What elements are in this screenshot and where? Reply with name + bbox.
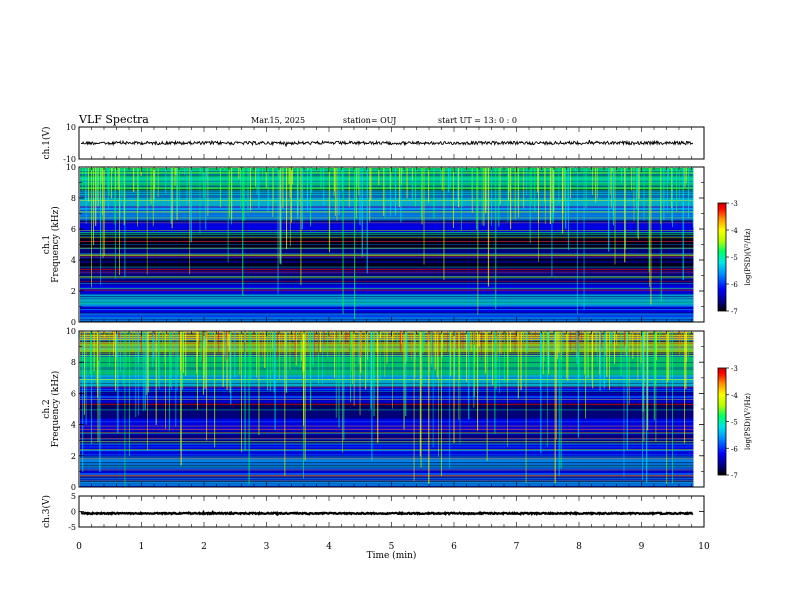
- ch2-spectrogram-cells: [79, 330, 694, 488]
- ch1-spectrogram-cells: [80, 167, 694, 323]
- ch2-spectrogram-ytick-label: 10: [66, 327, 76, 336]
- time-tick-label: 0: [76, 542, 82, 552]
- ch1-spectrogram-ytick-label: 10: [66, 163, 76, 172]
- time-tick-label: 2: [201, 542, 207, 552]
- ch3-waveform-trace: [80, 509, 694, 517]
- ch2-colorbar-tick-label: -4: [731, 392, 738, 400]
- start-time-label: start UT = 13: 0 : 0: [438, 116, 517, 125]
- ch1-colorbar-tick-label: -7: [731, 308, 738, 316]
- ch1-spectrogram-panel: 0 2 4 6 8 10 ch.1 Frequency (kHz): [42, 163, 705, 327]
- ch1-colorbar-tick-label: -4: [731, 227, 738, 235]
- time-tick-label: 1: [139, 542, 145, 552]
- ch1-spectrogram-band: [80, 314, 694, 322]
- ch1-spectrogram-band: [80, 294, 694, 307]
- ch1-waveform-trace: [80, 139, 694, 147]
- ch2-colorbar-bar: [717, 367, 727, 476]
- ch2-colorbar-label: log(PSD)(V²/Hz): [744, 393, 752, 450]
- ch3-waveform-ytick-label: -5: [68, 523, 76, 532]
- ch2-spectrogram-ytick-label: 4: [71, 421, 76, 430]
- ch1-spectrogram-band: [80, 221, 694, 233]
- ch1-spectrogram-band: [80, 232, 694, 248]
- ch2-spectrogram-ytick-label: 8: [71, 358, 76, 367]
- ch2-spectrogram-band: [80, 402, 694, 419]
- time-tick-label: 7: [514, 542, 520, 552]
- time-tick-label: 3: [264, 542, 270, 552]
- ch2-spectrogram-ytick-label: 6: [71, 389, 76, 398]
- ch2-colorbar-tick-label: -3: [731, 365, 738, 373]
- ch2-spectrogram-band: [80, 477, 694, 487]
- ch1-spectrogram-ylabel: ch.1: [42, 235, 52, 254]
- time-axis: 0 1 2 3 4 5 6 7 8 9 10 Time (min): [76, 542, 710, 561]
- time-tick-label: 8: [576, 542, 582, 552]
- time-tick-label: 10: [698, 542, 710, 552]
- ch1-colorbar-bar: [717, 202, 727, 312]
- ch3-waveform-panel: 5 0 -5 ch.3(V): [41, 492, 705, 532]
- ch1-colorbar-tick-label: -5: [731, 254, 738, 262]
- ch1-spectrogram-ylabel: Frequency (kHz): [50, 206, 61, 283]
- time-tick-label: 9: [639, 542, 645, 552]
- ch2-colorbar-tick-label: -5: [731, 419, 738, 427]
- ch1-spectrogram-ytick-label: 4: [71, 256, 76, 265]
- ch1-spectrogram-band: [80, 247, 694, 259]
- ch2-spectrogram-band: [80, 355, 694, 375]
- ch1-spectrogram-ytick-label: 0: [71, 318, 76, 327]
- time-tick-label: 6: [451, 542, 457, 552]
- ch1-spectrogram-ytick-label: 8: [71, 194, 76, 203]
- ch1-spectrogram-band: [80, 258, 694, 268]
- ch1-waveform-ytick-label: -10: [63, 155, 76, 164]
- time-tick-label: 4: [326, 542, 332, 552]
- ch1-spectrogram-ytick-label: 6: [71, 225, 76, 234]
- ch2-spectrogram-panel: 0 2 4 6 8 10 ch.2 Frequency (kHz): [42, 327, 705, 492]
- ch1-colorbar-label: log(PSD)(V²/Hz): [744, 228, 752, 285]
- ch3-waveform-ytick-label: 0: [71, 508, 76, 517]
- ch3-waveform-ytick-label: 5: [71, 492, 76, 501]
- ch1-spectrogram-band: [80, 210, 694, 222]
- ch2-spectrogram-ylabel: Frequency (kHz): [50, 371, 61, 448]
- ch2-spectrogram-band: [80, 418, 694, 431]
- ch2-spectrogram-ytick-label: 2: [71, 452, 76, 461]
- ch2-colorbar: -3 -4 -5 -6 -7 log(PSD)(V²/Hz): [717, 365, 752, 480]
- ch2-colorbar-tick-label: -6: [731, 445, 738, 453]
- ch2-spectrogram-ylabel: ch.2: [42, 399, 52, 418]
- date-label: Mar.15, 2025: [251, 116, 306, 125]
- time-axis-label: Time (min): [367, 550, 417, 561]
- ch2-spectrogram-band: [80, 468, 694, 478]
- ch2-colorbar-tick-label: -7: [731, 472, 738, 480]
- ch1-waveform-ylabel: ch.1(V): [41, 127, 52, 160]
- time-tick-label: 5: [389, 542, 395, 552]
- ch1-waveform-ytick-label: 10: [66, 123, 76, 132]
- ch1-colorbar-tick-label: -6: [731, 281, 738, 289]
- ch1-spectrogram-band: [80, 306, 694, 315]
- ch1-colorbar-tick-label: -3: [731, 200, 738, 208]
- ch2-spectrogram-ytick-label: 0: [71, 483, 76, 492]
- ch3-waveform-ylabel: ch.3(V): [41, 495, 52, 528]
- ch1-waveform-panel: 10 -10 ch.1(V): [41, 123, 705, 164]
- figure-title: VLF Spectra: [79, 113, 149, 126]
- ch1-spectrogram-ytick-label: 2: [71, 287, 76, 296]
- station-label: station= OUJ: [343, 116, 397, 125]
- ch1-colorbar: -3 -4 -5 -6 -7 log(PSD)(V²/Hz): [717, 200, 752, 316]
